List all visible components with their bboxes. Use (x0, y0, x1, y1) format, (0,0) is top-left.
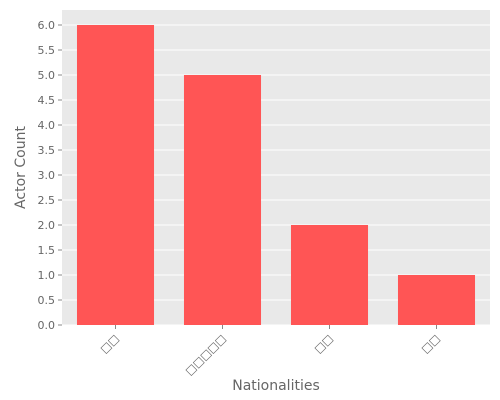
bars (76, 25, 476, 325)
y-tick-label: 0.5 (38, 294, 56, 307)
y-axis-ticks: 0.0 0.5 1.0 1.5 2.0 2.5 3.0 3.5 4.0 4.5 5.0 5.5 6.0 (38, 19, 62, 332)
bar (397, 275, 476, 325)
x-tick-label: □□ (312, 332, 336, 356)
x-tick-label: □□□□□ (183, 332, 229, 378)
y-tick-label: 4.5 (38, 94, 56, 107)
y-tick-label: 2.5 (38, 194, 56, 207)
y-tick-label: 3.0 (38, 169, 56, 182)
bar (290, 225, 369, 325)
y-tick-label: 6.0 (38, 19, 56, 32)
y-axis-title: Actor Count (13, 126, 29, 209)
x-axis-ticks: □□ □□□□□ □□ □□ (98, 325, 443, 378)
x-tick-label: □□ (98, 332, 122, 356)
bar (183, 75, 262, 325)
x-axis-title: Nationalities (232, 378, 320, 394)
x-tick-label: □□ (419, 332, 443, 356)
y-tick-label: 1.5 (38, 244, 56, 257)
y-tick-label: 5.5 (38, 44, 56, 57)
bar (76, 25, 155, 325)
y-tick-label: 1.0 (38, 269, 56, 282)
y-tick-label: 2.0 (38, 219, 56, 232)
y-tick-label: 4.0 (38, 119, 56, 132)
y-tick-label: 5.0 (38, 69, 56, 82)
y-tick-label: 0.0 (38, 319, 56, 332)
y-tick-label: 3.5 (38, 144, 56, 157)
